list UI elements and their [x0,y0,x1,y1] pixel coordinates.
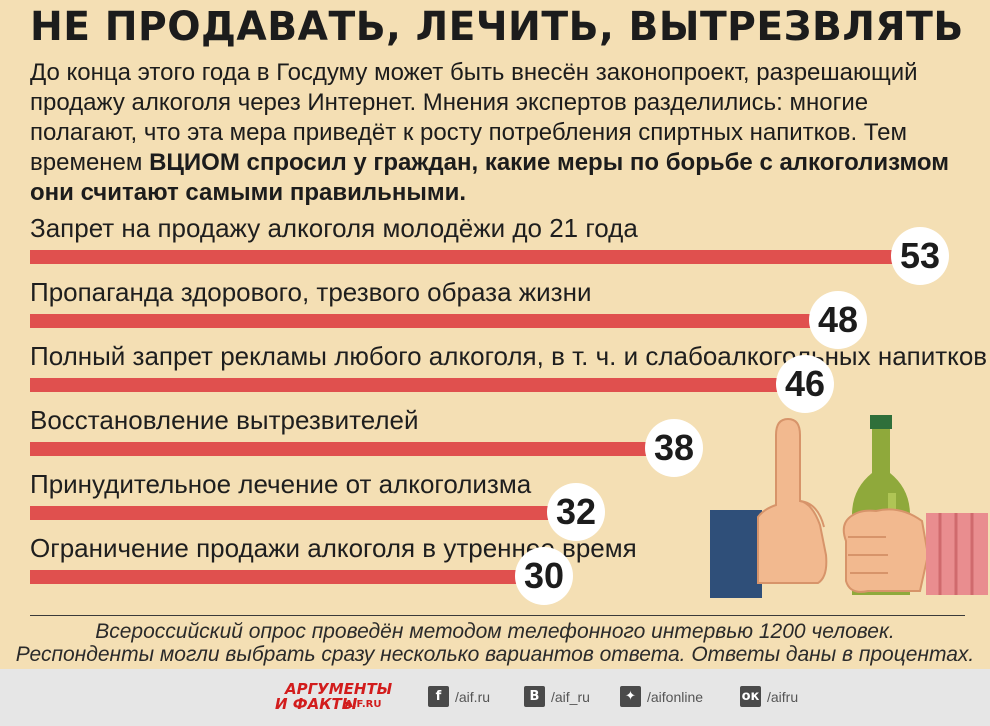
odnoklassniki-icon: ок [740,686,761,707]
social-handle: /aifonline [647,688,704,705]
footnote-line-2: Респонденты могли выбрать сразу нескольк… [15,643,975,666]
sleeve-stripes [938,513,974,595]
page-title: НЕ ПРОДАВАТЬ, ЛЕЧИТЬ, ВЫТРЕЗВЛЯТЬ [30,4,964,50]
logo-domain: AIF.RU [345,699,382,710]
social-link[interactable]: ✦ /aifonline [620,686,703,707]
bar-label: Полный запрет рекламы любого алкоголя, в… [30,341,988,371]
social-handle: /aifru [767,688,799,705]
right-fingers [848,536,888,574]
bar-value-label: 38 [645,419,703,477]
left-thumb [799,500,825,528]
bar-label: Пропаганда здорового, трезвого образа жи… [30,277,592,307]
bar [30,250,897,264]
bar-value-label: 53 [891,227,949,285]
intro-text: До конца этого года в Госдуму может быть… [30,58,970,208]
bar [30,314,815,328]
bar-value-label: 46 [776,355,834,413]
bar [30,442,651,456]
footnote-divider [30,615,965,616]
bar-label: Восстановление вытрезвителей [30,405,419,435]
bar-label: Принудительное лечение от алкоголизма [30,469,532,499]
aif-logo[interactable]: АРГУМЕНТЫ И ФАКТЫ AIF.RU [275,680,392,716]
left-hand-palm [757,417,828,584]
social-handle: /aif_ru [551,688,590,705]
bar-label: Запрет на продажу алкоголя молодёжи до 2… [30,213,638,243]
bar [30,570,521,584]
bar [30,506,553,520]
social-link[interactable]: B/aif_ru [524,686,590,707]
bar-value-label: 48 [809,291,867,349]
right-hand [842,508,930,593]
bar-value-label: 32 [547,483,605,541]
logo-line-1: АРГУМЕНТЫ [285,680,393,698]
twitter-icon: ✦ [620,686,641,707]
logo-line-2: И ФАКТЫ [275,695,358,713]
social-link[interactable]: f/aif.ru [428,686,490,707]
vk-icon: B [524,686,545,707]
left-sleeve [710,510,762,598]
intro-bold: ВЦИОМ спросил у граждан, какие меры по б… [30,149,950,206]
bar-value-label: 30 [515,547,573,605]
social-handle: /aif.ru [455,688,491,705]
facebook-icon: f [428,686,449,707]
bar [30,378,782,392]
social-link[interactable]: ок/aifru [740,686,798,707]
hand-and-bottle-illustration [710,415,988,598]
footnote-line-1: Всероссийский опрос проведён методом тел… [95,620,895,643]
footer-bar [0,669,990,726]
intro-regular: До конца этого года в Госдуму может быть… [30,59,918,176]
bottle-cap [870,415,892,429]
